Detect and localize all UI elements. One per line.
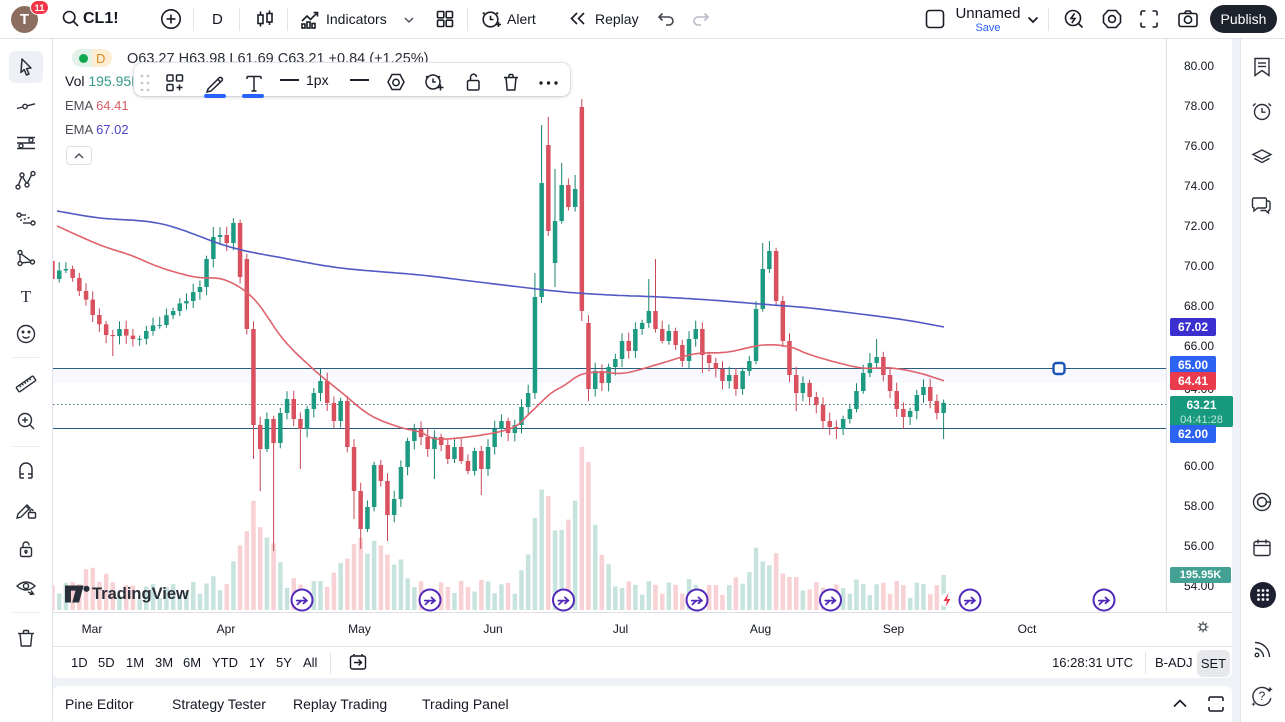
svg-text:TradingView: TradingView (92, 585, 189, 603)
svg-text:?: ? (1259, 689, 1266, 703)
svg-text:T: T (21, 287, 32, 306)
